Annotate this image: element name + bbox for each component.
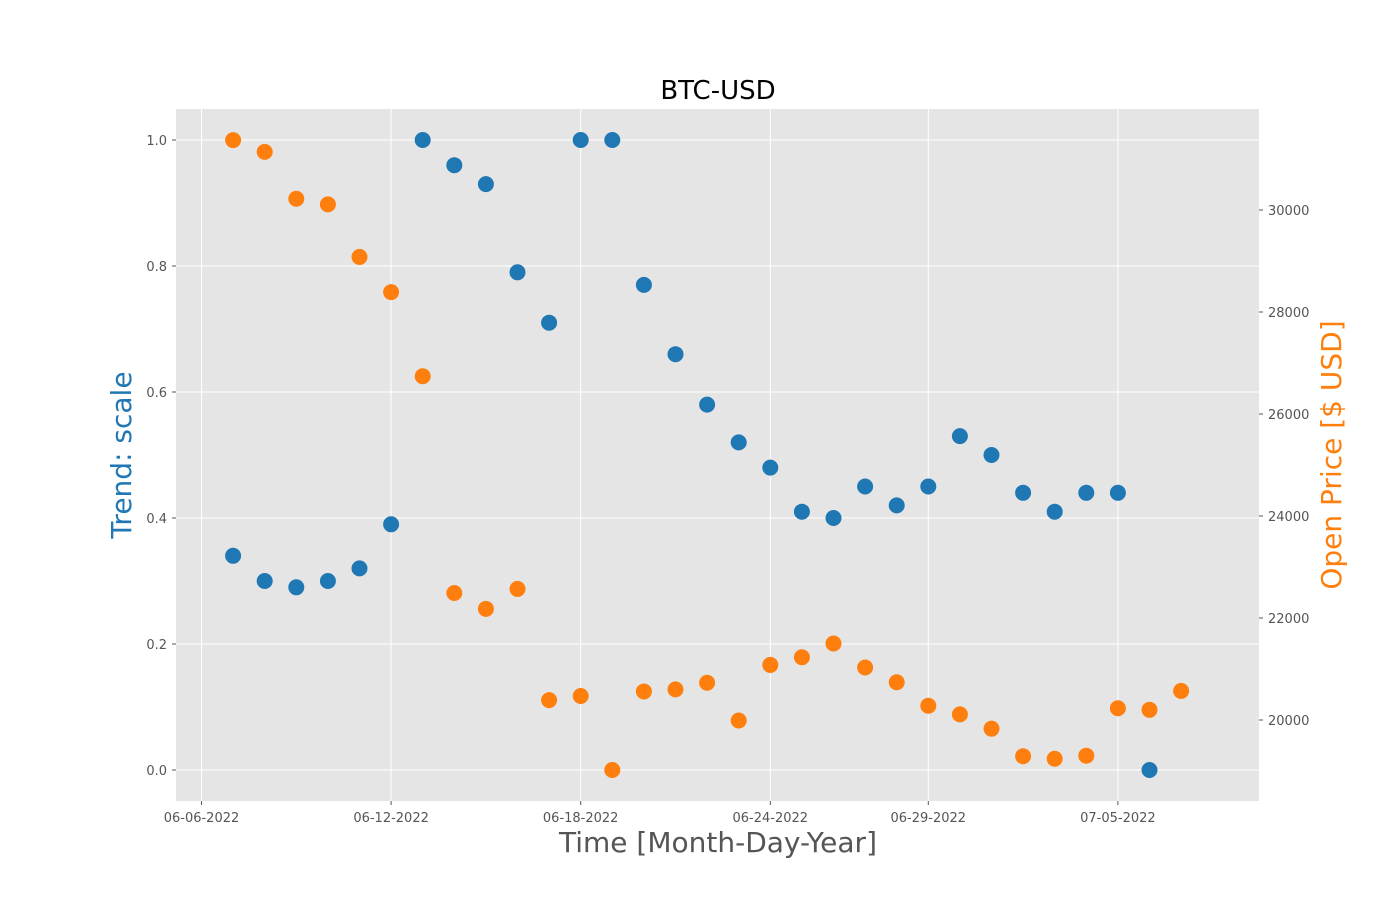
trend-point bbox=[1078, 484, 1095, 501]
price-point bbox=[351, 248, 368, 265]
price-point bbox=[225, 132, 242, 149]
grid bbox=[176, 109, 1259, 801]
price-point bbox=[1109, 700, 1126, 717]
price-series bbox=[225, 132, 1190, 778]
price-point bbox=[793, 649, 810, 666]
price-point bbox=[572, 688, 589, 705]
price-point bbox=[256, 143, 273, 160]
left-y-tick-label: 0.0 bbox=[146, 764, 167, 779]
price-point bbox=[414, 368, 431, 385]
price-point bbox=[383, 284, 400, 301]
price-point bbox=[762, 656, 779, 673]
trend-point bbox=[699, 396, 716, 413]
price-point bbox=[541, 692, 558, 709]
trend-point bbox=[1046, 503, 1063, 520]
right-y-axis-ticks: 20000 22000 24000 26000 28000 30000 bbox=[1259, 204, 1309, 729]
trend-point bbox=[857, 478, 874, 495]
trend-point bbox=[414, 132, 431, 148]
right-y-tick-label: 24000 bbox=[1268, 510, 1309, 525]
trend-point bbox=[951, 428, 968, 445]
trend-point bbox=[825, 510, 842, 526]
trend-point bbox=[762, 459, 779, 476]
x-tick-label: 07-05-2022 bbox=[1080, 811, 1156, 826]
trend-point bbox=[1015, 484, 1032, 501]
price-point bbox=[983, 720, 1000, 737]
right-y-tick-label: 22000 bbox=[1268, 612, 1309, 627]
x-axis-ticks: 06-06-2022 06-12-2022 06-18-2022 06-24-2022… bbox=[164, 801, 1156, 826]
left-y-tick-label: 0.6 bbox=[146, 386, 167, 401]
left-y-tick-label: 0.8 bbox=[146, 260, 167, 275]
price-point bbox=[288, 190, 305, 207]
trend-point bbox=[509, 264, 526, 281]
plot-background bbox=[176, 109, 1259, 801]
trend-point bbox=[667, 346, 684, 363]
left-y-axis-ticks: 0.0 0.2 0.4 0.6 0.8 1.0 bbox=[146, 134, 176, 779]
left-y-tick-label: 1.0 bbox=[146, 134, 167, 149]
price-point bbox=[888, 674, 905, 691]
price-point bbox=[699, 674, 716, 691]
x-axis-label: Time [Month-Day-Year] bbox=[558, 826, 877, 859]
price-point bbox=[635, 683, 652, 700]
trend-series bbox=[225, 132, 1158, 778]
trend-point bbox=[572, 132, 589, 148]
price-point bbox=[1078, 747, 1095, 764]
price-point bbox=[825, 635, 842, 652]
price-point bbox=[730, 712, 747, 729]
trend-point bbox=[351, 560, 368, 577]
price-point bbox=[1046, 750, 1063, 767]
price-point bbox=[509, 580, 526, 597]
right-y-tick-label: 20000 bbox=[1268, 714, 1309, 729]
right-y-tick-label: 28000 bbox=[1268, 306, 1309, 321]
price-point bbox=[477, 600, 494, 617]
price-point bbox=[1015, 748, 1032, 765]
x-tick-label: 06-18-2022 bbox=[543, 811, 619, 826]
chart-title: BTC-USD bbox=[660, 76, 775, 106]
trend-point bbox=[1109, 484, 1126, 501]
price-point bbox=[604, 761, 621, 778]
x-tick-label: 06-12-2022 bbox=[353, 811, 429, 826]
trend-point bbox=[983, 447, 1000, 463]
trend-point bbox=[225, 547, 242, 564]
price-point bbox=[920, 697, 937, 714]
trend-point bbox=[477, 176, 494, 193]
left-y-axis-label: Trend: scale bbox=[105, 371, 138, 539]
price-point bbox=[857, 659, 874, 676]
left-y-tick-label: 0.4 bbox=[146, 512, 167, 527]
trend-point bbox=[730, 434, 747, 451]
x-tick-label: 06-06-2022 bbox=[164, 811, 240, 826]
price-point bbox=[1141, 701, 1158, 718]
price-point bbox=[319, 196, 336, 213]
trend-point bbox=[920, 478, 937, 495]
right-y-tick-label: 30000 bbox=[1268, 204, 1309, 219]
trend-point bbox=[319, 573, 336, 589]
price-point bbox=[667, 681, 684, 698]
trend-point bbox=[793, 503, 810, 520]
price-point bbox=[1173, 682, 1190, 699]
trend-point bbox=[604, 132, 621, 148]
trend-point bbox=[1141, 762, 1158, 778]
trend-point bbox=[256, 573, 273, 589]
trend-point bbox=[888, 497, 905, 514]
trend-point bbox=[383, 516, 400, 533]
right-y-tick-label: 26000 bbox=[1268, 408, 1309, 423]
price-point bbox=[951, 706, 968, 723]
trend-point bbox=[635, 276, 652, 293]
x-tick-label: 06-24-2022 bbox=[733, 811, 809, 826]
price-point bbox=[446, 585, 463, 602]
left-y-tick-label: 0.2 bbox=[146, 638, 167, 653]
trend-point bbox=[446, 157, 463, 174]
trend-point bbox=[288, 579, 305, 596]
x-tick-label: 06-29-2022 bbox=[891, 811, 967, 826]
trend-point bbox=[541, 314, 558, 331]
right-y-axis-label: Open Price [$ USD] bbox=[1315, 320, 1348, 589]
